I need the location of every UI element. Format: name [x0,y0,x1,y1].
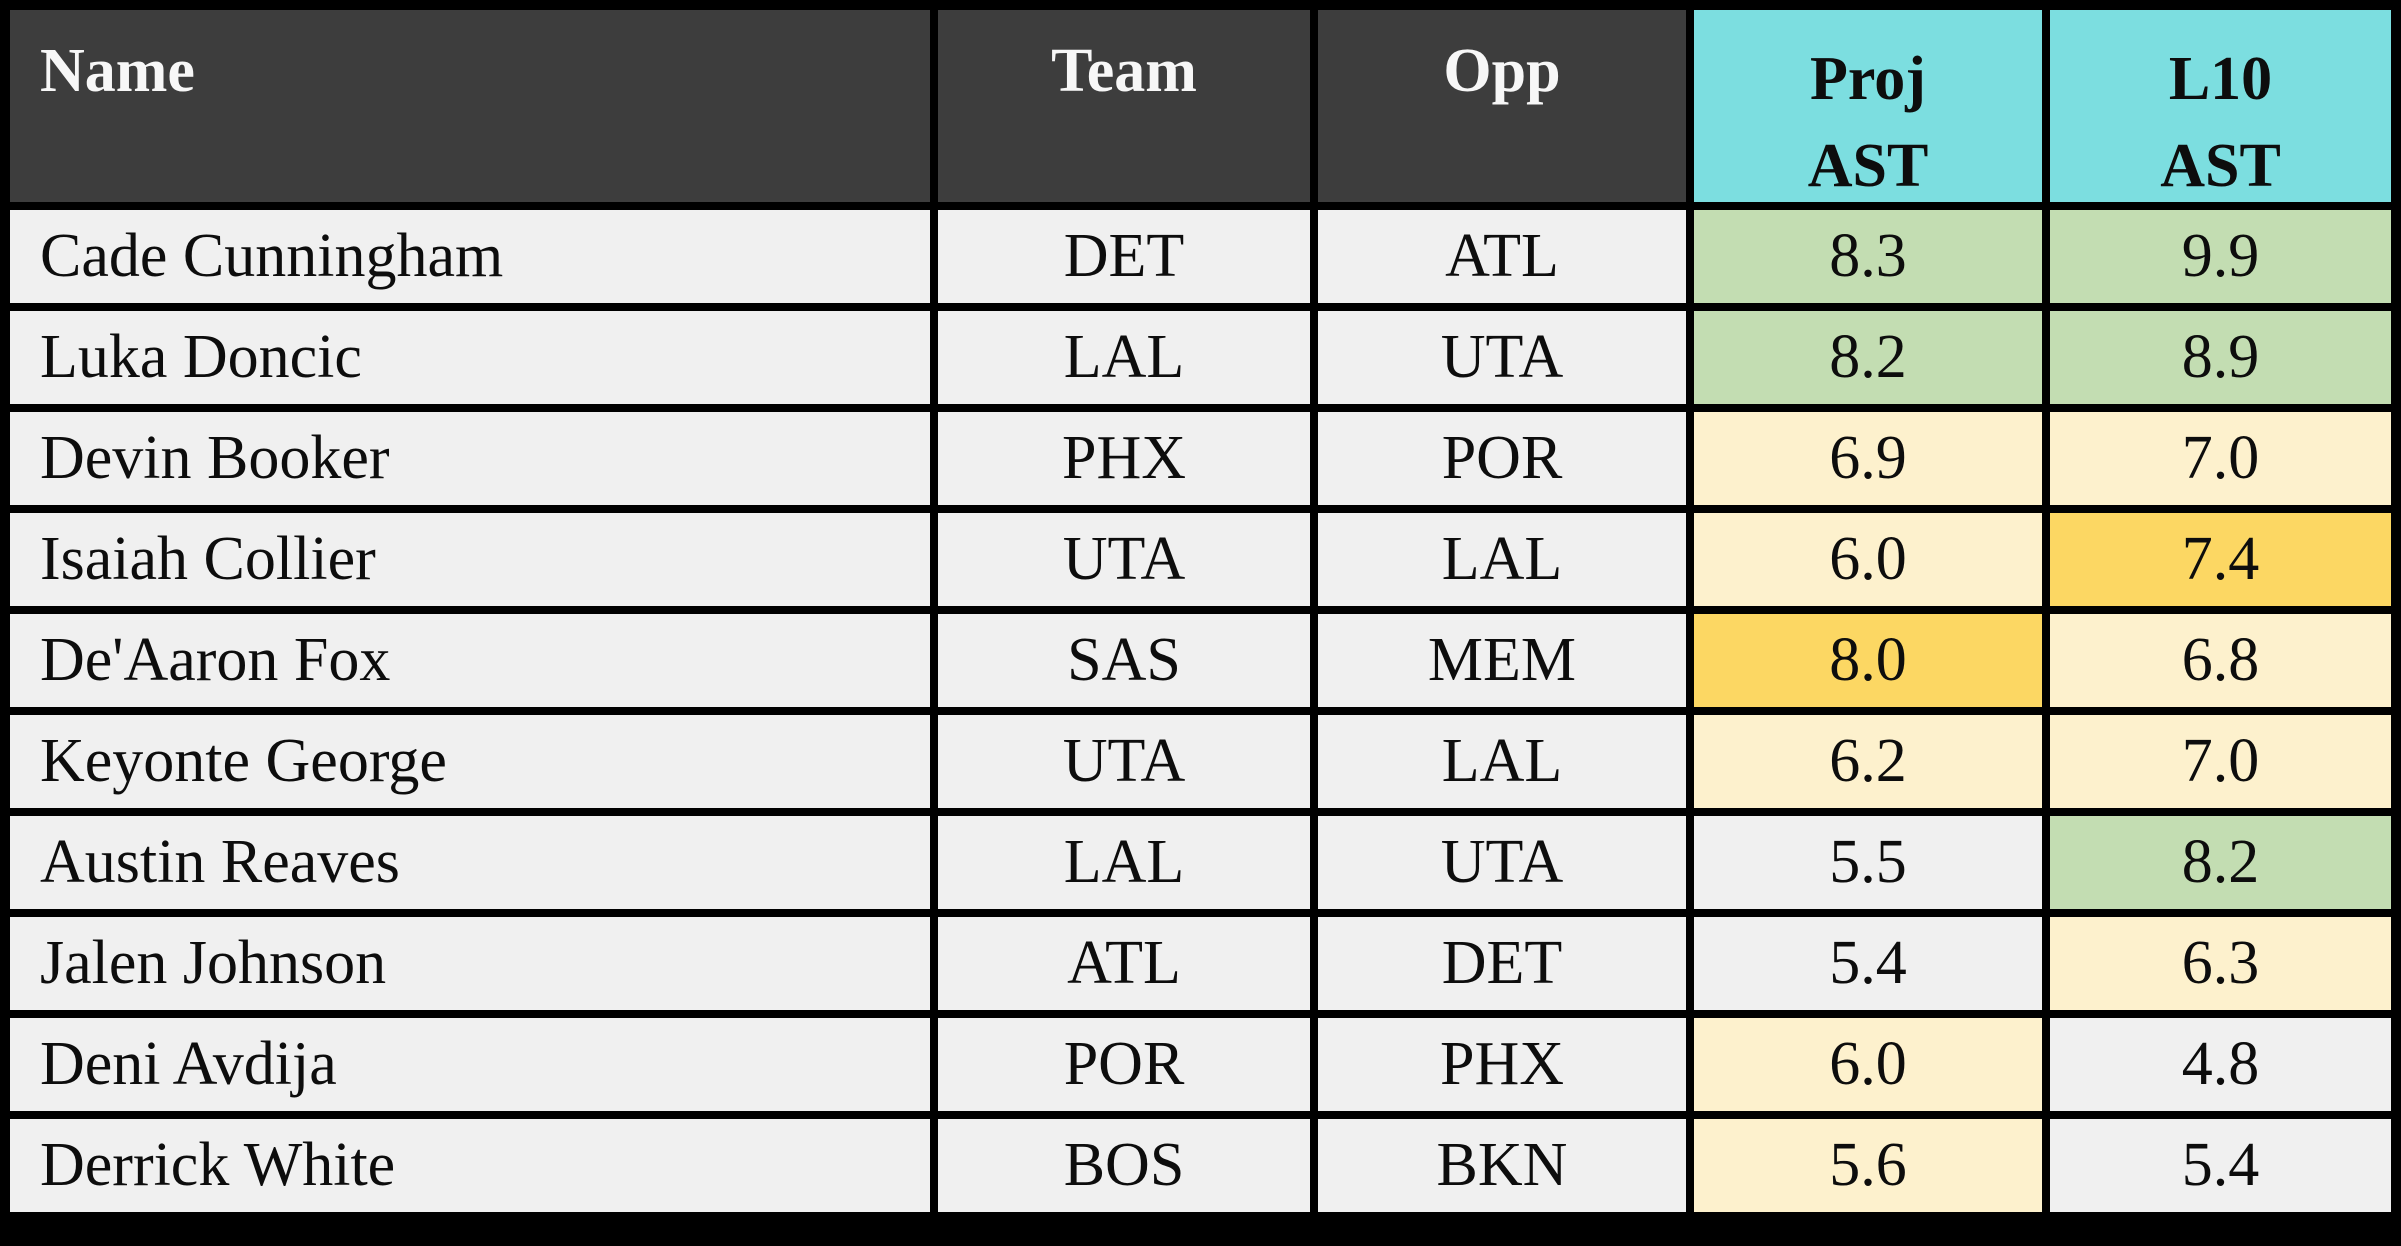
l10-ast-cell: 5.4 [2050,1119,2391,1212]
opp-cell: POR [1318,412,1686,505]
l10-ast-cell: 7.4 [2050,513,2391,606]
col-header-opp: Opp [1318,10,1686,202]
proj-ast-cell: 8.2 [1694,311,2042,404]
l10-ast-cell: 6.8 [2050,614,2391,707]
player-name-cell: Devin Booker [10,412,930,505]
team-cell: LAL [938,311,1310,404]
player-name-cell: Austin Reaves [10,816,930,909]
team-cell: UTA [938,513,1310,606]
team-cell: SAS [938,614,1310,707]
opp-cell: LAL [1318,513,1686,606]
player-name-cell: Derrick White [10,1119,930,1212]
opp-cell: MEM [1318,614,1686,707]
l10-ast-cell: 7.0 [2050,412,2391,505]
opp-cell: UTA [1318,311,1686,404]
opp-cell: PHX [1318,1018,1686,1111]
l10-ast-cell: 6.3 [2050,917,2391,1010]
proj-ast-cell: 6.9 [1694,412,2042,505]
opp-cell: ATL [1318,210,1686,303]
l10-ast-cell: 4.8 [2050,1018,2391,1111]
player-name-cell: Jalen Johnson [10,917,930,1010]
player-name-cell: Keyonte George [10,715,930,808]
player-name-cell: Isaiah Collier [10,513,930,606]
col-header-l10-ast: L10 AST [2050,10,2391,202]
l10-ast-cell: 8.9 [2050,311,2391,404]
opp-cell: LAL [1318,715,1686,808]
proj-ast-cell: 6.2 [1694,715,2042,808]
opp-cell: UTA [1318,816,1686,909]
proj-ast-cell: 5.5 [1694,816,2042,909]
team-cell: POR [938,1018,1310,1111]
proj-ast-cell: 5.6 [1694,1119,2042,1212]
opp-cell: BKN [1318,1119,1686,1212]
col-header-proj-line1: Proj [1810,45,1926,113]
team-cell: UTA [938,715,1310,808]
proj-ast-cell: 5.4 [1694,917,2042,1010]
team-cell: DET [938,210,1310,303]
team-cell: ATL [938,917,1310,1010]
opp-cell: DET [1318,917,1686,1010]
team-cell: BOS [938,1119,1310,1212]
proj-ast-cell: 8.0 [1694,614,2042,707]
col-header-name: Name [10,10,930,202]
team-cell: PHX [938,412,1310,505]
player-name-cell: Luka Doncic [10,311,930,404]
proj-ast-cell: 8.3 [1694,210,2042,303]
team-cell: LAL [938,816,1310,909]
player-name-cell: Cade Cunningham [10,210,930,303]
col-header-team: Team [938,10,1310,202]
col-header-proj-line2: AST [1807,131,1929,200]
proj-ast-cell: 6.0 [1694,513,2042,606]
l10-ast-cell: 7.0 [2050,715,2391,808]
col-header-proj-ast: Proj AST [1694,10,2042,202]
proj-ast-cell: 6.0 [1694,1018,2042,1111]
l10-ast-cell: 9.9 [2050,210,2391,303]
l10-ast-cell: 8.2 [2050,816,2391,909]
player-name-cell: Deni Avdija [10,1018,930,1111]
col-header-l10-line2: AST [2160,131,2281,200]
col-header-l10-line1: L10 [2168,45,2273,113]
player-name-cell: De'Aaron Fox [10,614,930,707]
